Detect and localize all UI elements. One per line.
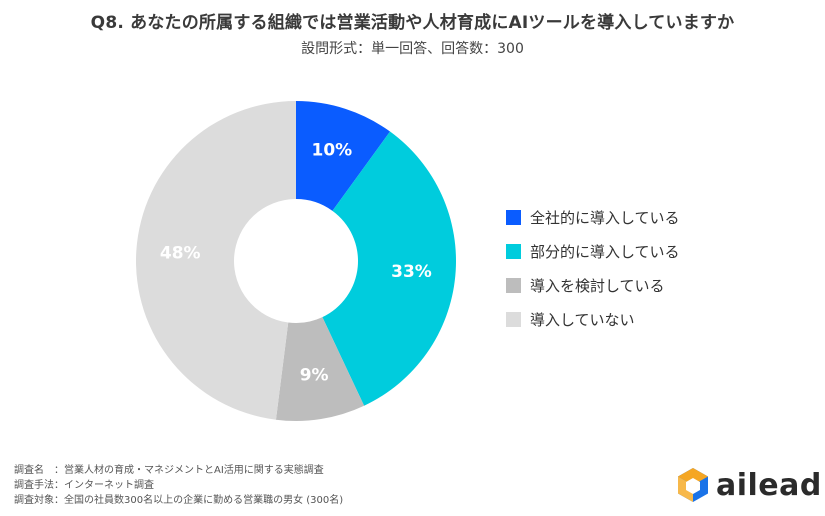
legend: 全社的に導入している 部分的に導入している 導入を検討している 導入していない <box>506 200 680 336</box>
slice-not-adopted <box>135 101 296 420</box>
legend-swatch <box>506 277 521 293</box>
slice-value-label: 33% <box>391 262 432 282</box>
survey-name: 調査名 ：営業人材の育成・マネジメントとAI活用に関する実態調査 <box>14 465 324 476</box>
chart-title: Q8. あなたの所属する組織では営業活動や人材育成にAIツールを導入していますか <box>90 13 735 33</box>
legend-item: 導入していない <box>506 302 680 336</box>
survey-method: 調査手法：インターネット調査 <box>14 480 154 491</box>
legend-item: 部分的に導入している <box>506 234 680 268</box>
survey-target: 調査対象：全国の社員数300名以上の企業に勤める営業職の男女 (300名) <box>14 495 344 506</box>
slice-value-label: 48% <box>160 244 201 264</box>
slice-full-adoption <box>296 101 391 211</box>
legend-label: 部分的に導入している <box>530 242 680 261</box>
chart-subtitle: 設問形式：単一回答、回答数：300 <box>301 41 524 57</box>
slice-value-label: 9% <box>300 366 329 386</box>
legend-label: 全社的に導入している <box>530 208 680 227</box>
legend-swatch <box>506 311 521 327</box>
legend-swatch <box>506 243 521 259</box>
slice-partial-adoption <box>322 131 457 406</box>
slice-value-label: 10% <box>311 141 352 161</box>
survey-notes: 調査名 ：営業人材の育成・マネジメントとAI活用に関する実態調査 調査手法：イン… <box>14 463 343 508</box>
legend-label: 導入していない <box>530 310 635 329</box>
legend-item: 全社的に導入している <box>506 200 680 234</box>
legend-label: 導入を検討している <box>530 276 665 295</box>
logo-text: ailead <box>716 467 822 503</box>
slice-considering <box>275 317 365 421</box>
ailead-logo: ailead <box>676 466 822 504</box>
legend-swatch <box>506 209 521 225</box>
cube-logo-icon <box>678 468 708 502</box>
legend-item: 導入を検討している <box>506 268 680 302</box>
